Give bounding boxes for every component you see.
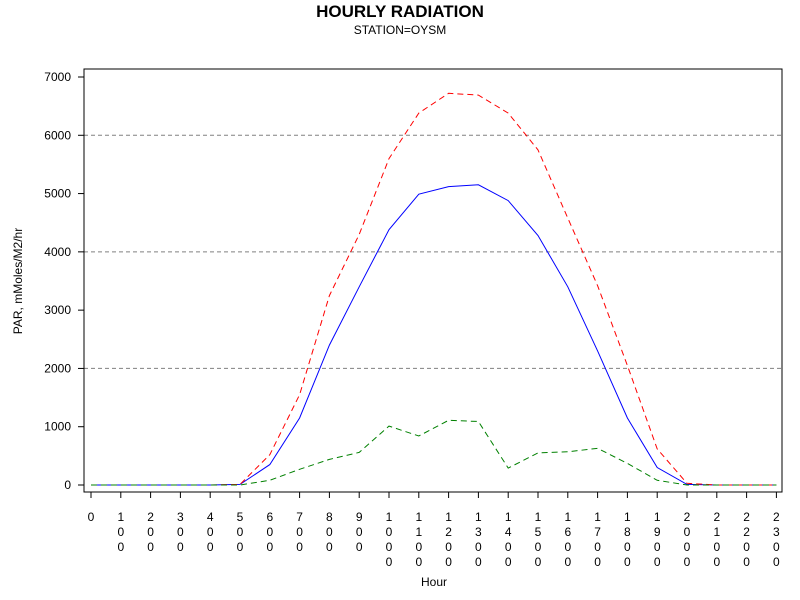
series-group <box>91 92 777 486</box>
y-tick-label-1000: 1000 <box>44 420 71 434</box>
y-tick-label-2000: 2000 <box>44 361 71 375</box>
y-tick-label-3000: 3000 <box>44 303 71 317</box>
y-tick-label-5000: 5000 <box>44 187 71 201</box>
y-tick-label-0: 0 <box>64 478 71 492</box>
grid-lines <box>84 134 782 369</box>
y-tick-label-7000: 7000 <box>44 70 71 84</box>
chart-title: HOURLY RADIATION <box>316 2 484 21</box>
y-axis-label: PAR, mMoles/M2/hr <box>11 228 25 334</box>
x-axis-label: Hour <box>421 575 447 589</box>
x-axis: 0 1 0 0 2 0 0 3 0 0 4 0 0 5 0 0 6 0 0 7 0 0 8 0 0 9 0 0 1 0 0 0 1 1 0 0 1 2 0 0… <box>88 492 780 569</box>
series-line-1 <box>91 184 777 486</box>
chart-subtitle: STATION=OYSM <box>353 23 447 37</box>
plot-frame <box>83 68 783 493</box>
x-tick-label-0: 0 <box>88 510 95 524</box>
y-tick-label-4000: 4000 <box>44 245 71 259</box>
y-axis: 0 1000 2000 3000 4000 5000 6000 7000 <box>44 70 84 492</box>
series-line-2 <box>91 92 777 486</box>
y-tick-label-6000: 6000 <box>44 128 71 142</box>
series-line-3 <box>91 419 777 486</box>
